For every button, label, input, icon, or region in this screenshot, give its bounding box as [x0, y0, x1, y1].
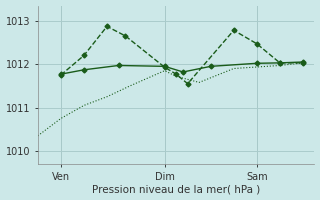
X-axis label: Pression niveau de la mer( hPa ): Pression niveau de la mer( hPa ) [92, 184, 260, 194]
